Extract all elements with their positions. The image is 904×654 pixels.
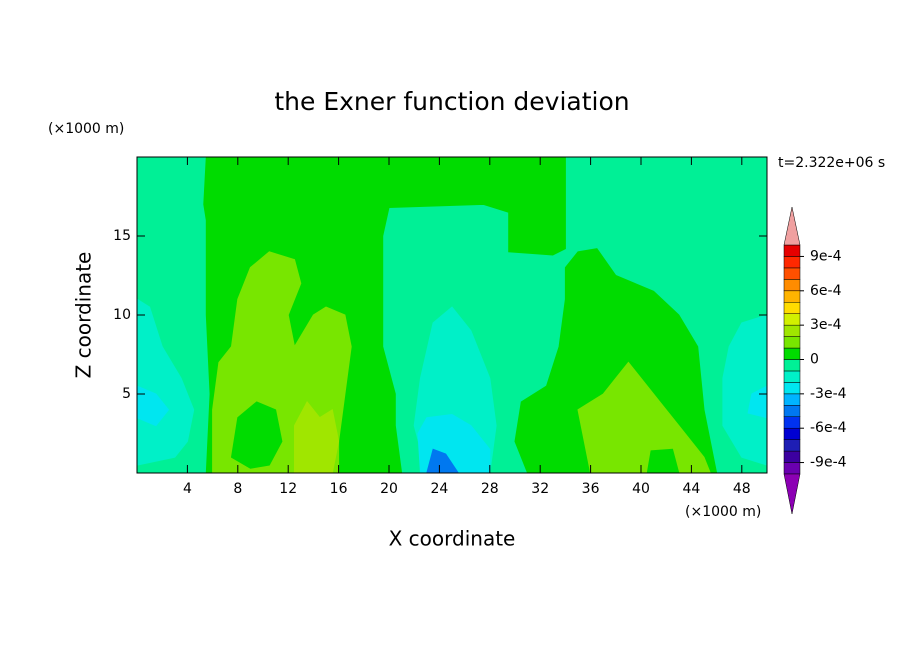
x-unit: (×1000 m) xyxy=(685,504,761,520)
x-tick-label: 36 xyxy=(582,481,600,497)
colorbar-bin xyxy=(783,427,801,440)
contour-region xyxy=(722,314,768,466)
axes: 4 8 12 16 20 24 28 32 36 40 44 48510159e-46e-43e-40… xyxy=(113,156,847,515)
colorbar-bin xyxy=(783,439,801,452)
colorbar-tick-label: 3e-4 xyxy=(810,317,842,333)
colorbar-tick-label: 0 xyxy=(810,352,819,368)
x-tick-label: 8 xyxy=(233,481,242,497)
x-axis-label: X coordinate xyxy=(389,527,516,551)
colorbar-bin xyxy=(783,405,801,417)
x-tick-label: 28 xyxy=(481,481,499,497)
colorbar-bin xyxy=(783,302,801,314)
colorbar-bin xyxy=(783,370,801,383)
contour-region xyxy=(577,361,712,474)
x-tick-label: 12 xyxy=(279,481,297,497)
colorbar-tick-label: -9e-4 xyxy=(810,455,847,471)
x-tick-label: 24 xyxy=(430,481,448,497)
y-unit: (×1000 m) xyxy=(48,121,124,137)
colorbar-tick-label: -6e-4 xyxy=(810,420,847,436)
x-tick-label: 4 xyxy=(183,481,192,497)
y-axis-label: Z coordinate xyxy=(72,252,96,379)
colorbar-bin xyxy=(783,267,801,280)
colorbar-bin xyxy=(783,313,801,326)
colorbar-bin xyxy=(783,382,801,395)
colorbar-bin xyxy=(783,324,801,337)
colorbar-tick-label: 6e-4 xyxy=(810,283,842,299)
colorbar-bin xyxy=(783,279,801,292)
colorbar-bin xyxy=(783,290,801,303)
x-tick-label: 32 xyxy=(531,481,549,497)
x-tick-label: 20 xyxy=(380,481,398,497)
colorbar-bin xyxy=(783,450,801,463)
colorbar-bin xyxy=(783,256,801,269)
x-tick-label: 40 xyxy=(632,481,650,497)
x-tick-label: 44 xyxy=(682,481,700,497)
colorbar-bin xyxy=(783,462,801,475)
colorbar-tick-label: 9e-4 xyxy=(810,248,842,264)
y-tick-label: 5 xyxy=(122,386,131,402)
colorbar-bin xyxy=(783,359,801,372)
contour-region xyxy=(294,400,340,474)
colorbar-bin xyxy=(783,347,801,360)
y-tick-label: 15 xyxy=(113,228,131,244)
x-tick-label: 48 xyxy=(733,481,751,497)
y-tick-label: 10 xyxy=(113,307,131,323)
colorbar-extend-low xyxy=(783,473,801,515)
contour-region xyxy=(230,401,283,469)
colorbar-tick-label: -3e-4 xyxy=(810,386,847,402)
colorbar-bin xyxy=(783,244,801,257)
chart-title: the Exner function deviation xyxy=(274,87,629,116)
colorbar-extend-high xyxy=(783,206,801,246)
contour-field xyxy=(136,156,768,474)
colorbar-bin xyxy=(783,393,801,406)
annotation: t=2.322e+06 s xyxy=(778,155,885,171)
x-tick-label: 16 xyxy=(330,481,348,497)
colorbar-bin xyxy=(783,416,801,429)
colorbar-bin xyxy=(783,336,801,349)
